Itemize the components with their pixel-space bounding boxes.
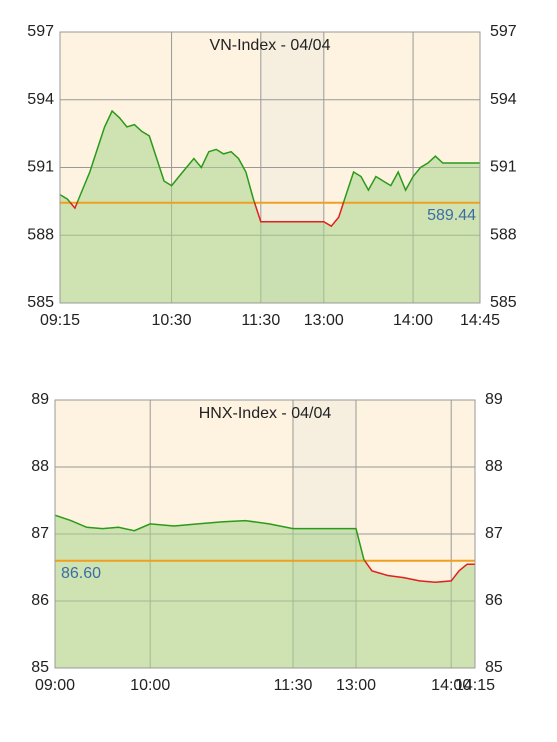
- x-tick-label: 14:45: [460, 312, 500, 329]
- y2-tick-label: 86: [485, 592, 503, 609]
- y2-tick-label: 588: [490, 226, 517, 243]
- y-tick-label: 585: [27, 294, 54, 311]
- x-tick-label: 11:30: [274, 677, 313, 694]
- price-line: [59, 109, 480, 228]
- plot-frame: [54, 399, 476, 669]
- y-tick-label: 86: [31, 592, 49, 609]
- area: [55, 515, 475, 668]
- y2-tick-label: 597: [490, 23, 517, 40]
- y-tick-label: 89: [31, 391, 49, 408]
- plot-frame: [59, 31, 481, 304]
- x-tick-label: 11:30: [241, 312, 280, 329]
- x-tick-label: 14:15: [455, 677, 495, 694]
- chart-title: HNX-Index - 04/04: [199, 405, 332, 422]
- y2-tick-label: 89: [485, 391, 503, 408]
- y2-tick-label: 591: [490, 159, 517, 176]
- y-tick-label: 85: [31, 659, 49, 676]
- reference-label: 589.44: [427, 207, 476, 224]
- y-tick-label: 594: [27, 91, 54, 108]
- y2-tick-label: 585: [490, 294, 517, 311]
- reference-label: 86.60: [61, 565, 101, 582]
- chart-title: VN-Index - 04/04: [210, 37, 331, 54]
- x-tick-label: 14:00: [393, 312, 433, 329]
- y-tick-label: 88: [31, 458, 49, 475]
- area: [60, 111, 480, 303]
- y-tick-label: 588: [27, 226, 54, 243]
- price-line: [54, 514, 475, 583]
- x-tick-label: 09:00: [35, 677, 75, 694]
- x-tick-label: 13:00: [304, 312, 344, 329]
- y2-tick-label: 87: [485, 525, 503, 542]
- x-tick-label: 10:30: [152, 312, 192, 329]
- y-tick-label: 591: [27, 159, 54, 176]
- x-tick-label: 09:15: [40, 312, 80, 329]
- y2-tick-label: 594: [490, 91, 517, 108]
- y2-tick-label: 85: [485, 659, 503, 676]
- y-tick-label: 87: [31, 525, 49, 542]
- y-tick-label: 597: [27, 23, 54, 40]
- x-tick-label: 10:00: [130, 677, 170, 694]
- x-tick-label: 13:00: [336, 677, 376, 694]
- x-tick-label: 14:00: [431, 677, 471, 694]
- y2-tick-label: 88: [485, 458, 503, 475]
